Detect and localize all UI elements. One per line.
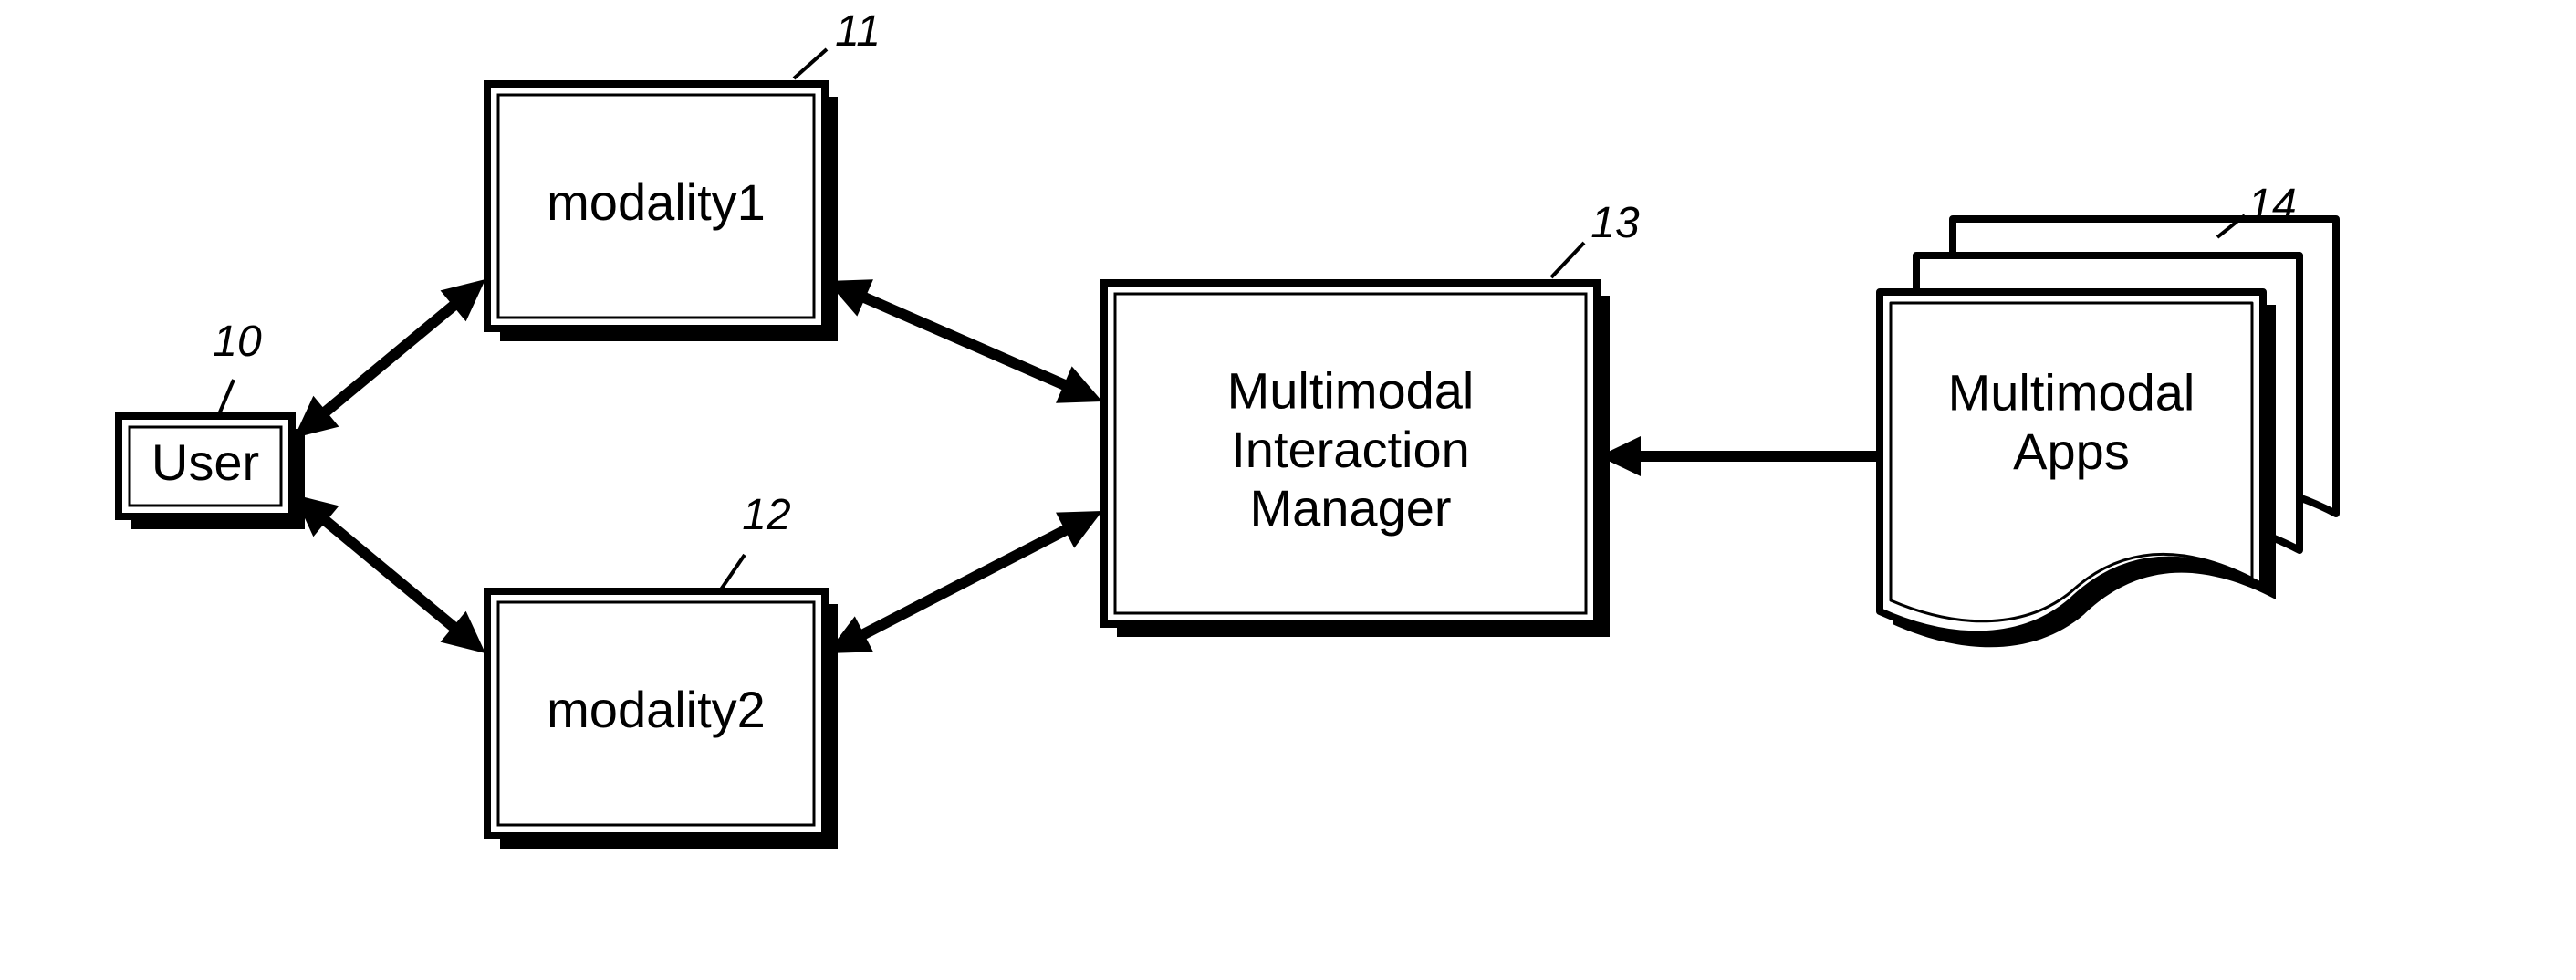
svg-text:modality2: modality2 — [547, 681, 766, 738]
svg-text:13: 13 — [1590, 199, 1640, 247]
svg-text:Interaction: Interaction — [1231, 421, 1470, 478]
svg-text:14: 14 — [2247, 181, 2296, 229]
svg-text:Multimodal: Multimodal — [1948, 364, 2195, 422]
svg-text:modality1: modality1 — [547, 173, 766, 231]
svg-text:User: User — [151, 433, 259, 491]
svg-text:Multimodal: Multimodal — [1227, 361, 1475, 419]
svg-text:Apps: Apps — [2013, 422, 2130, 480]
svg-text:10: 10 — [213, 318, 262, 366]
svg-text:11: 11 — [835, 7, 881, 56]
svg-text:12: 12 — [742, 491, 790, 539]
svg-text:Manager: Manager — [1249, 479, 1451, 537]
diagram-canvas: User10modality111modality212MultimodalIn… — [0, 0, 2576, 980]
